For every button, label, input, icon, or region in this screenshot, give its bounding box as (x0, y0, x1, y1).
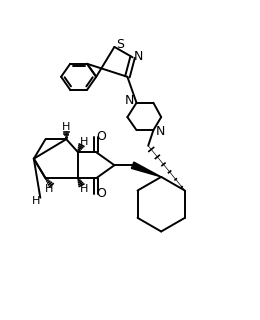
Text: S: S (116, 38, 124, 51)
Polygon shape (131, 162, 161, 177)
Text: O: O (96, 187, 106, 200)
Text: N: N (134, 50, 143, 62)
Text: O: O (96, 130, 106, 143)
Text: N: N (125, 94, 134, 107)
Text: H: H (45, 184, 54, 194)
Text: H: H (62, 122, 70, 132)
Text: H: H (32, 196, 41, 206)
Text: N: N (156, 125, 165, 138)
Text: H: H (80, 184, 88, 194)
Text: H: H (80, 137, 88, 147)
